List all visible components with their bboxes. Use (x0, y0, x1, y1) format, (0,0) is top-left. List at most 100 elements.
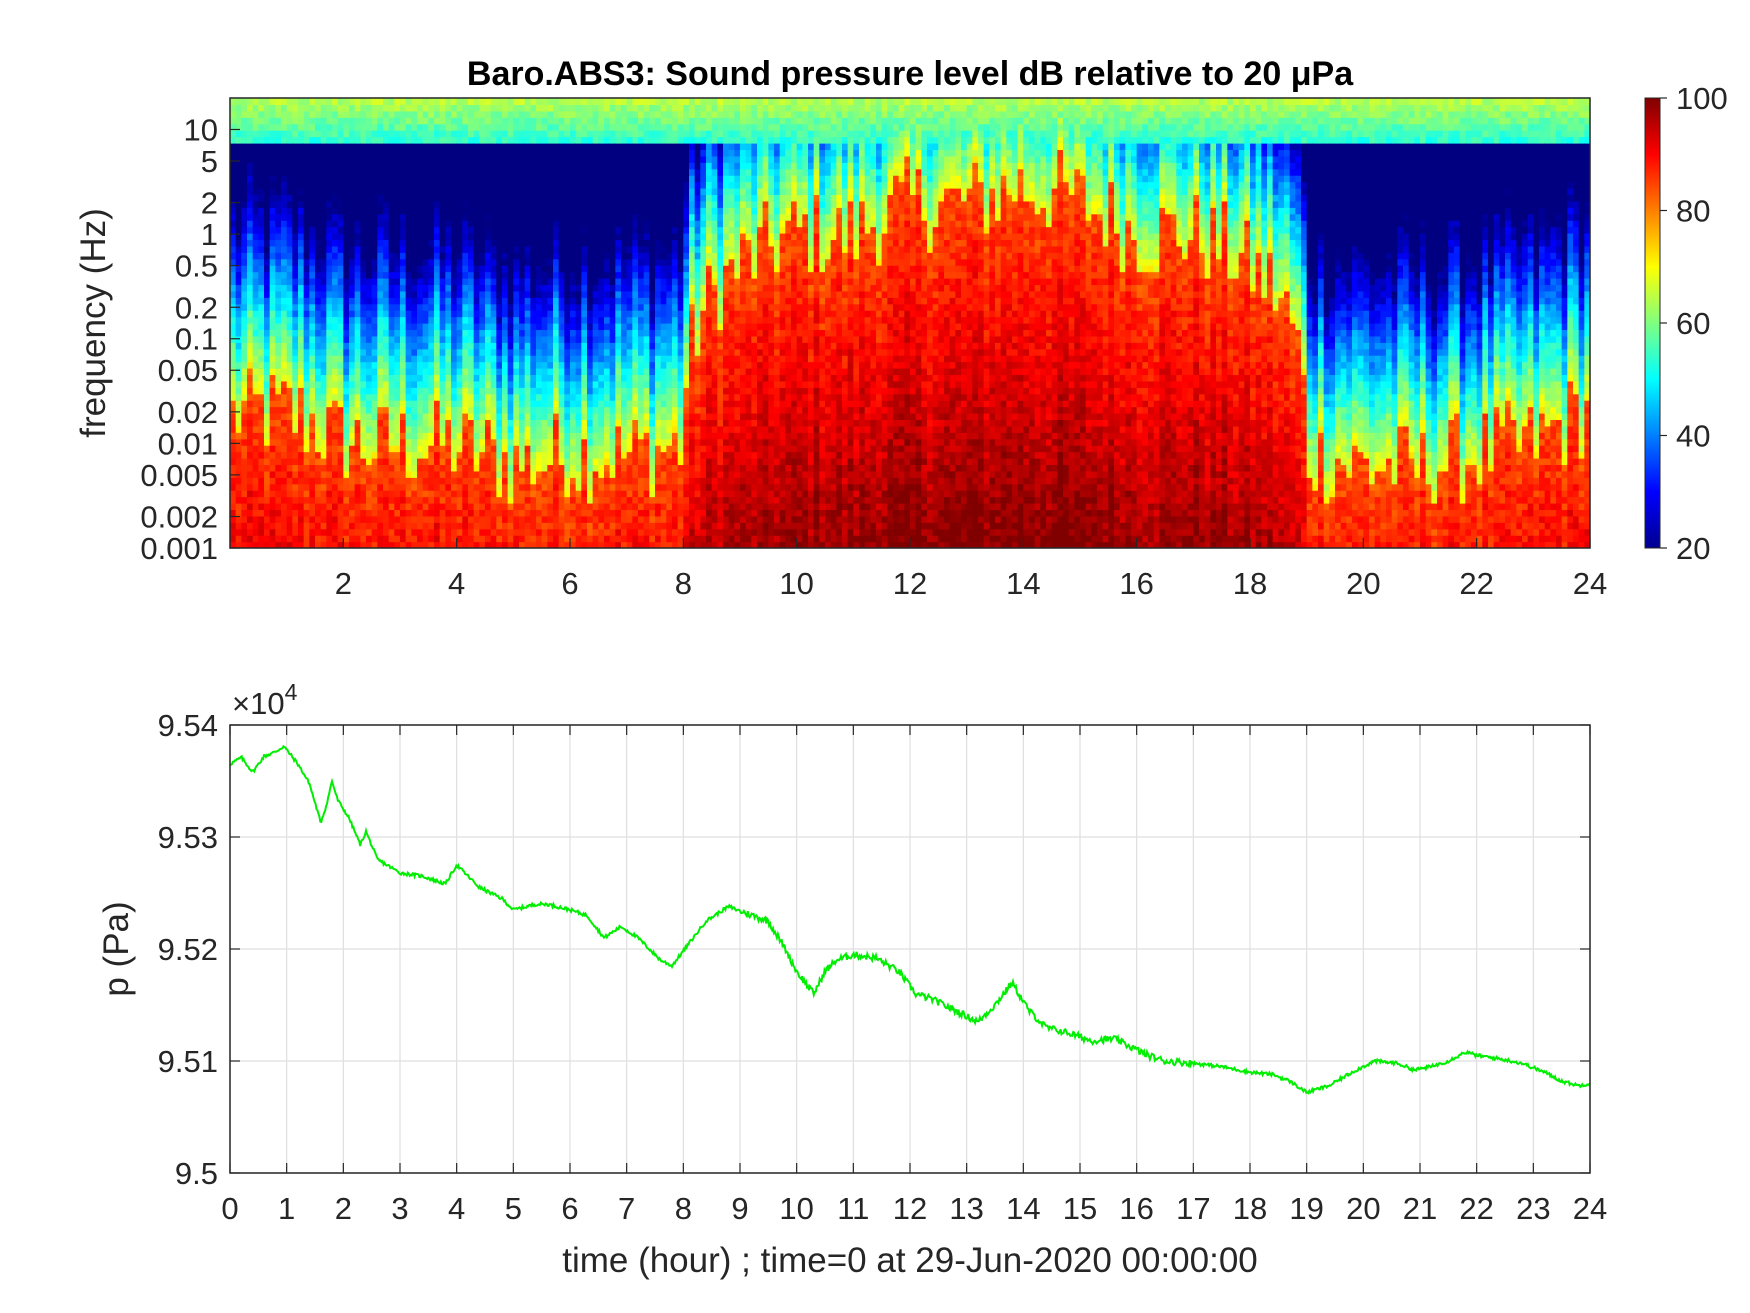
heatmap-cell (558, 503, 565, 511)
heatmap-cell (264, 400, 271, 408)
heatmap-cell (326, 464, 333, 472)
heatmap-cell (326, 310, 333, 318)
heatmap-cell (496, 130, 503, 138)
heatmap-cell (286, 98, 293, 106)
heatmap-cell (230, 316, 237, 324)
heatmap-cell (547, 509, 554, 517)
heatmap-cell (581, 374, 588, 382)
heatmap-cell (513, 342, 520, 350)
heatmap-cell (326, 335, 333, 343)
heatmap-cell (354, 522, 361, 530)
heatmap-cell (456, 310, 463, 318)
heatmap-cell (496, 123, 503, 131)
heatmap-cell (349, 413, 356, 421)
heatmap-cell (536, 445, 543, 453)
heatmap-cell (451, 483, 458, 491)
heatmap-cell (598, 406, 605, 414)
heatmap-cell (558, 413, 565, 421)
heatmap-cell (626, 220, 633, 228)
heatmap-cell (286, 515, 293, 523)
heatmap-cell (360, 515, 367, 523)
heatmap-cell (241, 355, 248, 363)
heatmap-cell (298, 245, 305, 253)
heatmap-cell (422, 528, 429, 536)
heatmap-cell (422, 374, 429, 382)
heatmap-cell (558, 316, 565, 324)
heatmap-cell (388, 419, 395, 427)
heatmap-cell (553, 245, 560, 253)
heatmap-cell (609, 207, 616, 215)
heatmap-cell (332, 188, 339, 196)
heatmap-cell (530, 477, 537, 485)
heatmap-cell (479, 110, 486, 118)
heatmap-cell (252, 123, 259, 131)
heatmap-cell (587, 258, 594, 266)
heatmap-cell (349, 226, 356, 234)
heatmap-cell (609, 284, 616, 292)
heatmap-cell (592, 188, 599, 196)
heatmap-cell (320, 207, 327, 215)
heatmap-cell (581, 400, 588, 408)
heatmap-cell (592, 400, 599, 408)
heatmap-cell (451, 329, 458, 337)
heatmap-cell (349, 200, 356, 208)
heatmap-cell (581, 117, 588, 125)
heatmap-cell (383, 310, 390, 318)
heatmap-cell (258, 342, 265, 350)
heatmap-cell (383, 528, 390, 536)
heatmap-cell (411, 323, 418, 331)
heatmap-cell (309, 104, 316, 112)
heatmap-cell (269, 419, 276, 427)
heatmap-cell (462, 522, 469, 530)
heatmap-cell (371, 432, 378, 440)
heatmap-cell (558, 477, 565, 485)
heatmap-cell (530, 303, 537, 311)
heatmap-cell (502, 329, 509, 337)
heatmap-cell (303, 400, 310, 408)
heatmap-cell (394, 149, 401, 157)
heatmap-cell (609, 252, 616, 260)
heatmap-cell (320, 200, 327, 208)
heatmap-cell (490, 374, 497, 382)
heatmap-cell (337, 284, 344, 292)
heatmap-cell (496, 541, 503, 548)
heatmap-cell (252, 143, 259, 151)
heatmap-cell (530, 297, 537, 305)
heatmap-cell (281, 123, 288, 131)
heatmap-cell (337, 278, 344, 286)
heatmap-cell (513, 496, 520, 504)
heatmap-cell (354, 278, 361, 286)
heatmap-cell (326, 207, 333, 215)
heatmap-cell (281, 342, 288, 350)
heatmap-cell (417, 175, 424, 183)
heatmap-cell (343, 464, 350, 472)
heatmap-cell (303, 245, 310, 253)
heatmap-cell (417, 368, 424, 376)
heatmap-cell (315, 284, 322, 292)
heatmap-cell (371, 252, 378, 260)
heatmap-cell (615, 143, 622, 151)
heatmap-cell (468, 252, 475, 260)
heatmap-cell (360, 323, 367, 331)
heatmap-cell (553, 425, 560, 433)
heatmap-cell (315, 432, 322, 440)
heatmap-cell (541, 98, 548, 106)
heatmap-cell (360, 400, 367, 408)
heatmap-cell (496, 252, 503, 260)
heatmap-cell (428, 355, 435, 363)
heatmap-cell (473, 258, 480, 266)
heatmap-cell (530, 316, 537, 324)
heatmap-cell (558, 380, 565, 388)
heatmap-cell (428, 213, 435, 221)
heatmap-cell (621, 117, 628, 125)
heatmap-cell (241, 130, 248, 138)
heatmap-cell (626, 271, 633, 279)
heatmap-cell (252, 483, 259, 491)
heatmap-cell (275, 393, 282, 401)
heatmap-cell (513, 361, 520, 369)
heatmap-cell (247, 522, 254, 530)
heatmap-cell (485, 445, 492, 453)
heatmap-cell (462, 400, 469, 408)
heatmap-cell (332, 155, 339, 163)
heatmap-cell (626, 451, 633, 459)
